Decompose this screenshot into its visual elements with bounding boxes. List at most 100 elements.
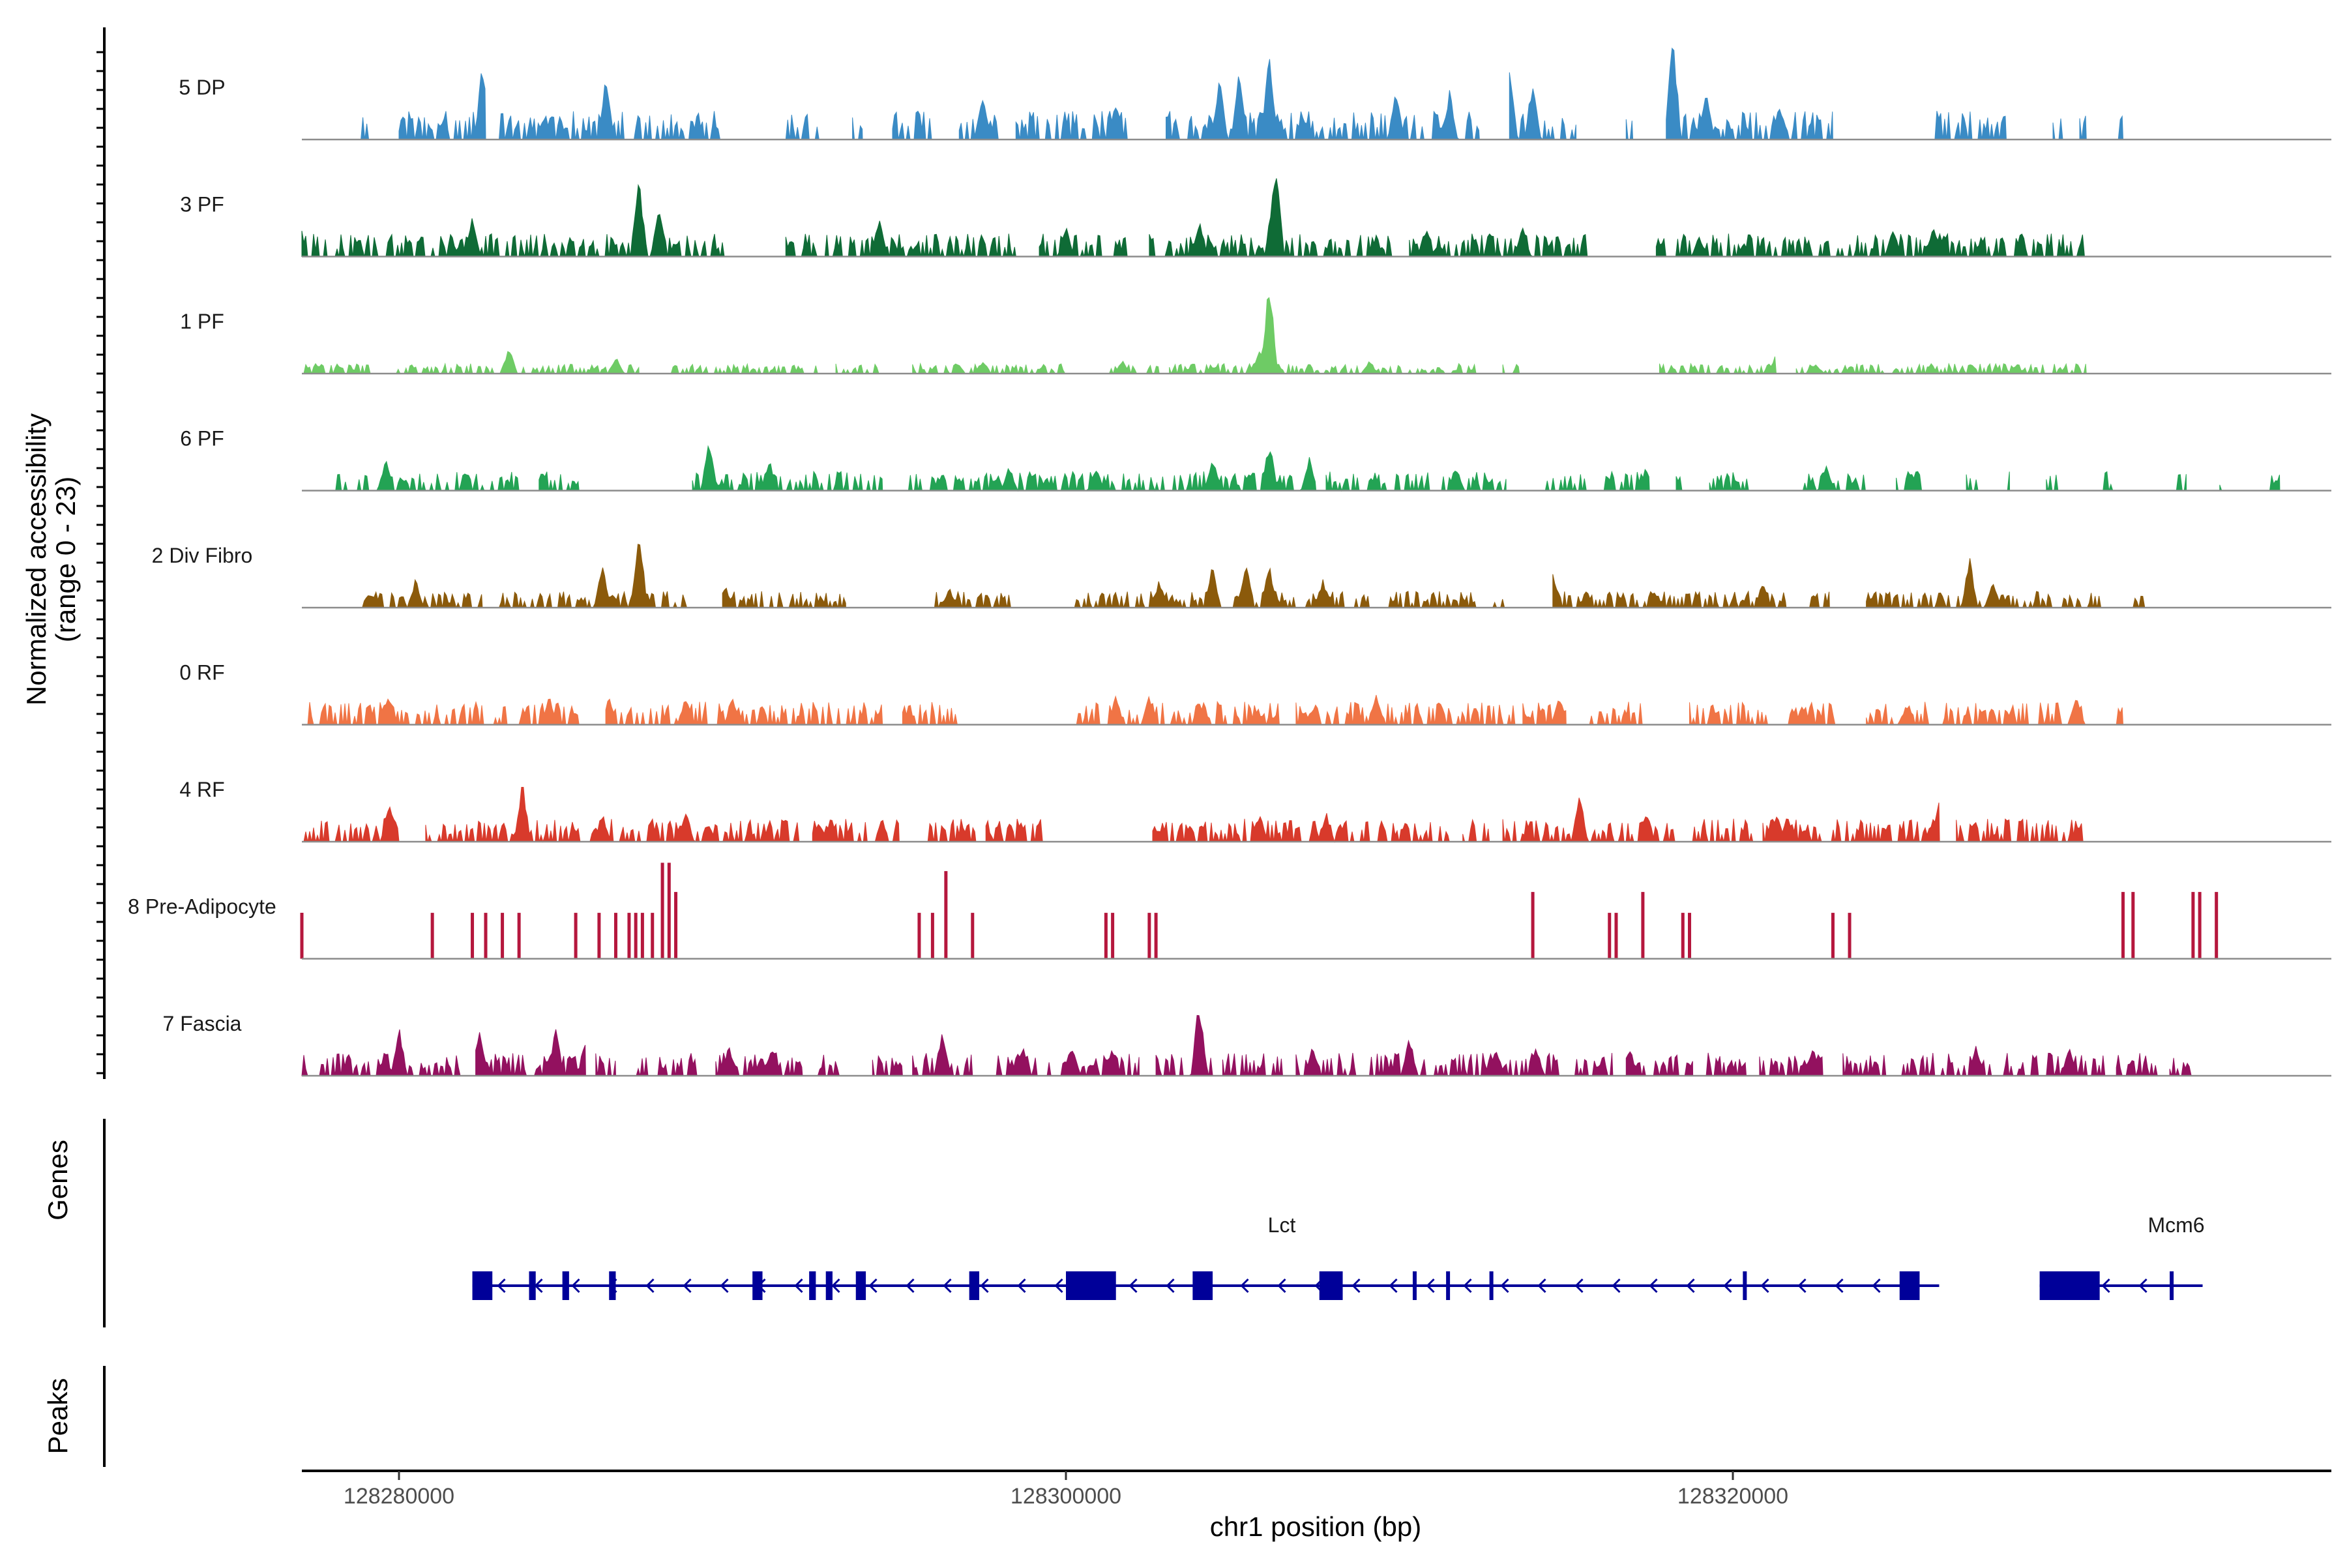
coverage-area: [1572, 1053, 1614, 1076]
exon: [472, 1271, 493, 1300]
coverage-area: [362, 578, 483, 609]
coverage-area: [1866, 700, 2087, 725]
peaks-panel-title: Peaks: [42, 1378, 73, 1455]
coverage-area: [1808, 591, 1830, 608]
strand-arrow: [1017, 1278, 1026, 1294]
coverage-area: [302, 362, 373, 375]
exon: [609, 1271, 616, 1300]
strand-arrow: [720, 1278, 729, 1294]
coverage-spike: [1147, 913, 1151, 959]
coverage-area: [2219, 484, 2230, 491]
strand-arrow: [1389, 1278, 1398, 1294]
track-5-dp: 5 DP: [179, 47, 2331, 141]
genes-panel-title: Genes: [42, 1140, 73, 1220]
track-label: 7 Fascia: [163, 1012, 242, 1035]
track-7-fascia: 7 Fascia: [163, 1012, 2331, 1077]
coverage-area: [1759, 1050, 1823, 1076]
coverage-area: [1039, 227, 1133, 258]
coverage-area: [982, 1048, 1140, 1076]
track-label: 1 PF: [180, 310, 224, 333]
coverage-area: [2133, 595, 2150, 608]
track-8-pre-adipocyte: 8 Pre-Adipocyte: [128, 863, 2331, 960]
coverage-area: [359, 117, 370, 140]
track-label: 3 PF: [180, 193, 224, 216]
coverage-spike: [517, 913, 521, 959]
exon: [2039, 1271, 2100, 1300]
track-label: 8 Pre-Adipocyte: [128, 895, 276, 919]
coverage-area: [1295, 1048, 1357, 1076]
coverage-area: [539, 471, 580, 491]
coverage-spike: [1688, 913, 1692, 959]
coverage-area: [816, 1054, 843, 1076]
coverage-area: [872, 1055, 903, 1076]
coverage-area: [785, 113, 819, 140]
strand-arrow: [1277, 1278, 1286, 1294]
coverage-spike: [674, 892, 678, 959]
exon: [825, 1271, 833, 1300]
coverage-area: [1222, 1053, 1284, 1076]
exon: [855, 1271, 866, 1300]
exon: [1446, 1271, 1451, 1300]
strand-arrow: [1054, 1278, 1063, 1294]
exon: [1412, 1271, 1417, 1300]
strand-arrow: [1351, 1278, 1361, 1294]
coverage-spike: [1111, 913, 1115, 959]
coverage-area: [2046, 475, 2060, 491]
strand-arrow: [1797, 1278, 1807, 1294]
strand-arrow: [2101, 1278, 2110, 1294]
coverage-area: [958, 99, 999, 140]
gene-mcm6: Mcm6: [2039, 1213, 2205, 1300]
coverage-area: [902, 451, 1317, 492]
coverage-area: [302, 698, 580, 726]
coverage-spike: [627, 913, 631, 959]
strand-arrow: [1463, 1278, 1472, 1294]
coverage-area: [812, 819, 900, 842]
coverage-area: [1502, 364, 1520, 374]
gene-label: Lct: [1268, 1213, 1296, 1237]
coverage-spike: [501, 913, 505, 959]
coverage-area: [1155, 1014, 1213, 1076]
coverage-spike: [597, 913, 601, 959]
coverage-spike: [1154, 913, 1158, 959]
coverage-area: [926, 819, 977, 842]
coverage-area: [902, 702, 960, 725]
track-4-rf: 4 RF: [179, 778, 2331, 843]
coverage-area: [1956, 818, 2084, 842]
coverage-area: [1539, 468, 1650, 491]
coverage-area: [605, 698, 883, 725]
coverage-area: [715, 1046, 803, 1076]
coverage-spike: [300, 913, 304, 959]
coverage-area: [892, 110, 936, 140]
coverage-area: [301, 1029, 463, 1076]
coverage-area: [302, 806, 400, 843]
strand-arrow: [794, 1278, 803, 1294]
coverage-area: [1072, 567, 1370, 609]
coverage-spike: [574, 913, 578, 959]
coverage-area: [1675, 475, 1690, 491]
coverage-spike: [930, 913, 934, 959]
coverage-area: [1802, 465, 1867, 492]
exon: [529, 1271, 536, 1300]
coverage-area: [1589, 702, 1643, 725]
strand-arrow: [1723, 1278, 1732, 1294]
strand-arrow: [645, 1278, 655, 1294]
gene-label: Mcm6: [2148, 1213, 2204, 1237]
coverage-spike: [613, 913, 617, 959]
strand-arrow: [1574, 1278, 1584, 1294]
exon: [1319, 1271, 1343, 1300]
exon: [1899, 1271, 1920, 1300]
coverage-area: [1522, 700, 1567, 725]
coverage-spike: [651, 913, 655, 959]
coverage-y-ticks: [96, 51, 104, 1074]
coverage-spike: [1104, 913, 1108, 959]
coverage-spike: [660, 863, 664, 959]
coverage-area: [1659, 356, 1777, 375]
gene-lct: Lct: [472, 1213, 1940, 1300]
track-label: 6 PF: [180, 427, 224, 451]
coverage-spike: [484, 913, 488, 959]
coverage-area: [2116, 1053, 2160, 1076]
coverage-area: [1552, 574, 1787, 609]
coverage-area: [1625, 1051, 1694, 1076]
